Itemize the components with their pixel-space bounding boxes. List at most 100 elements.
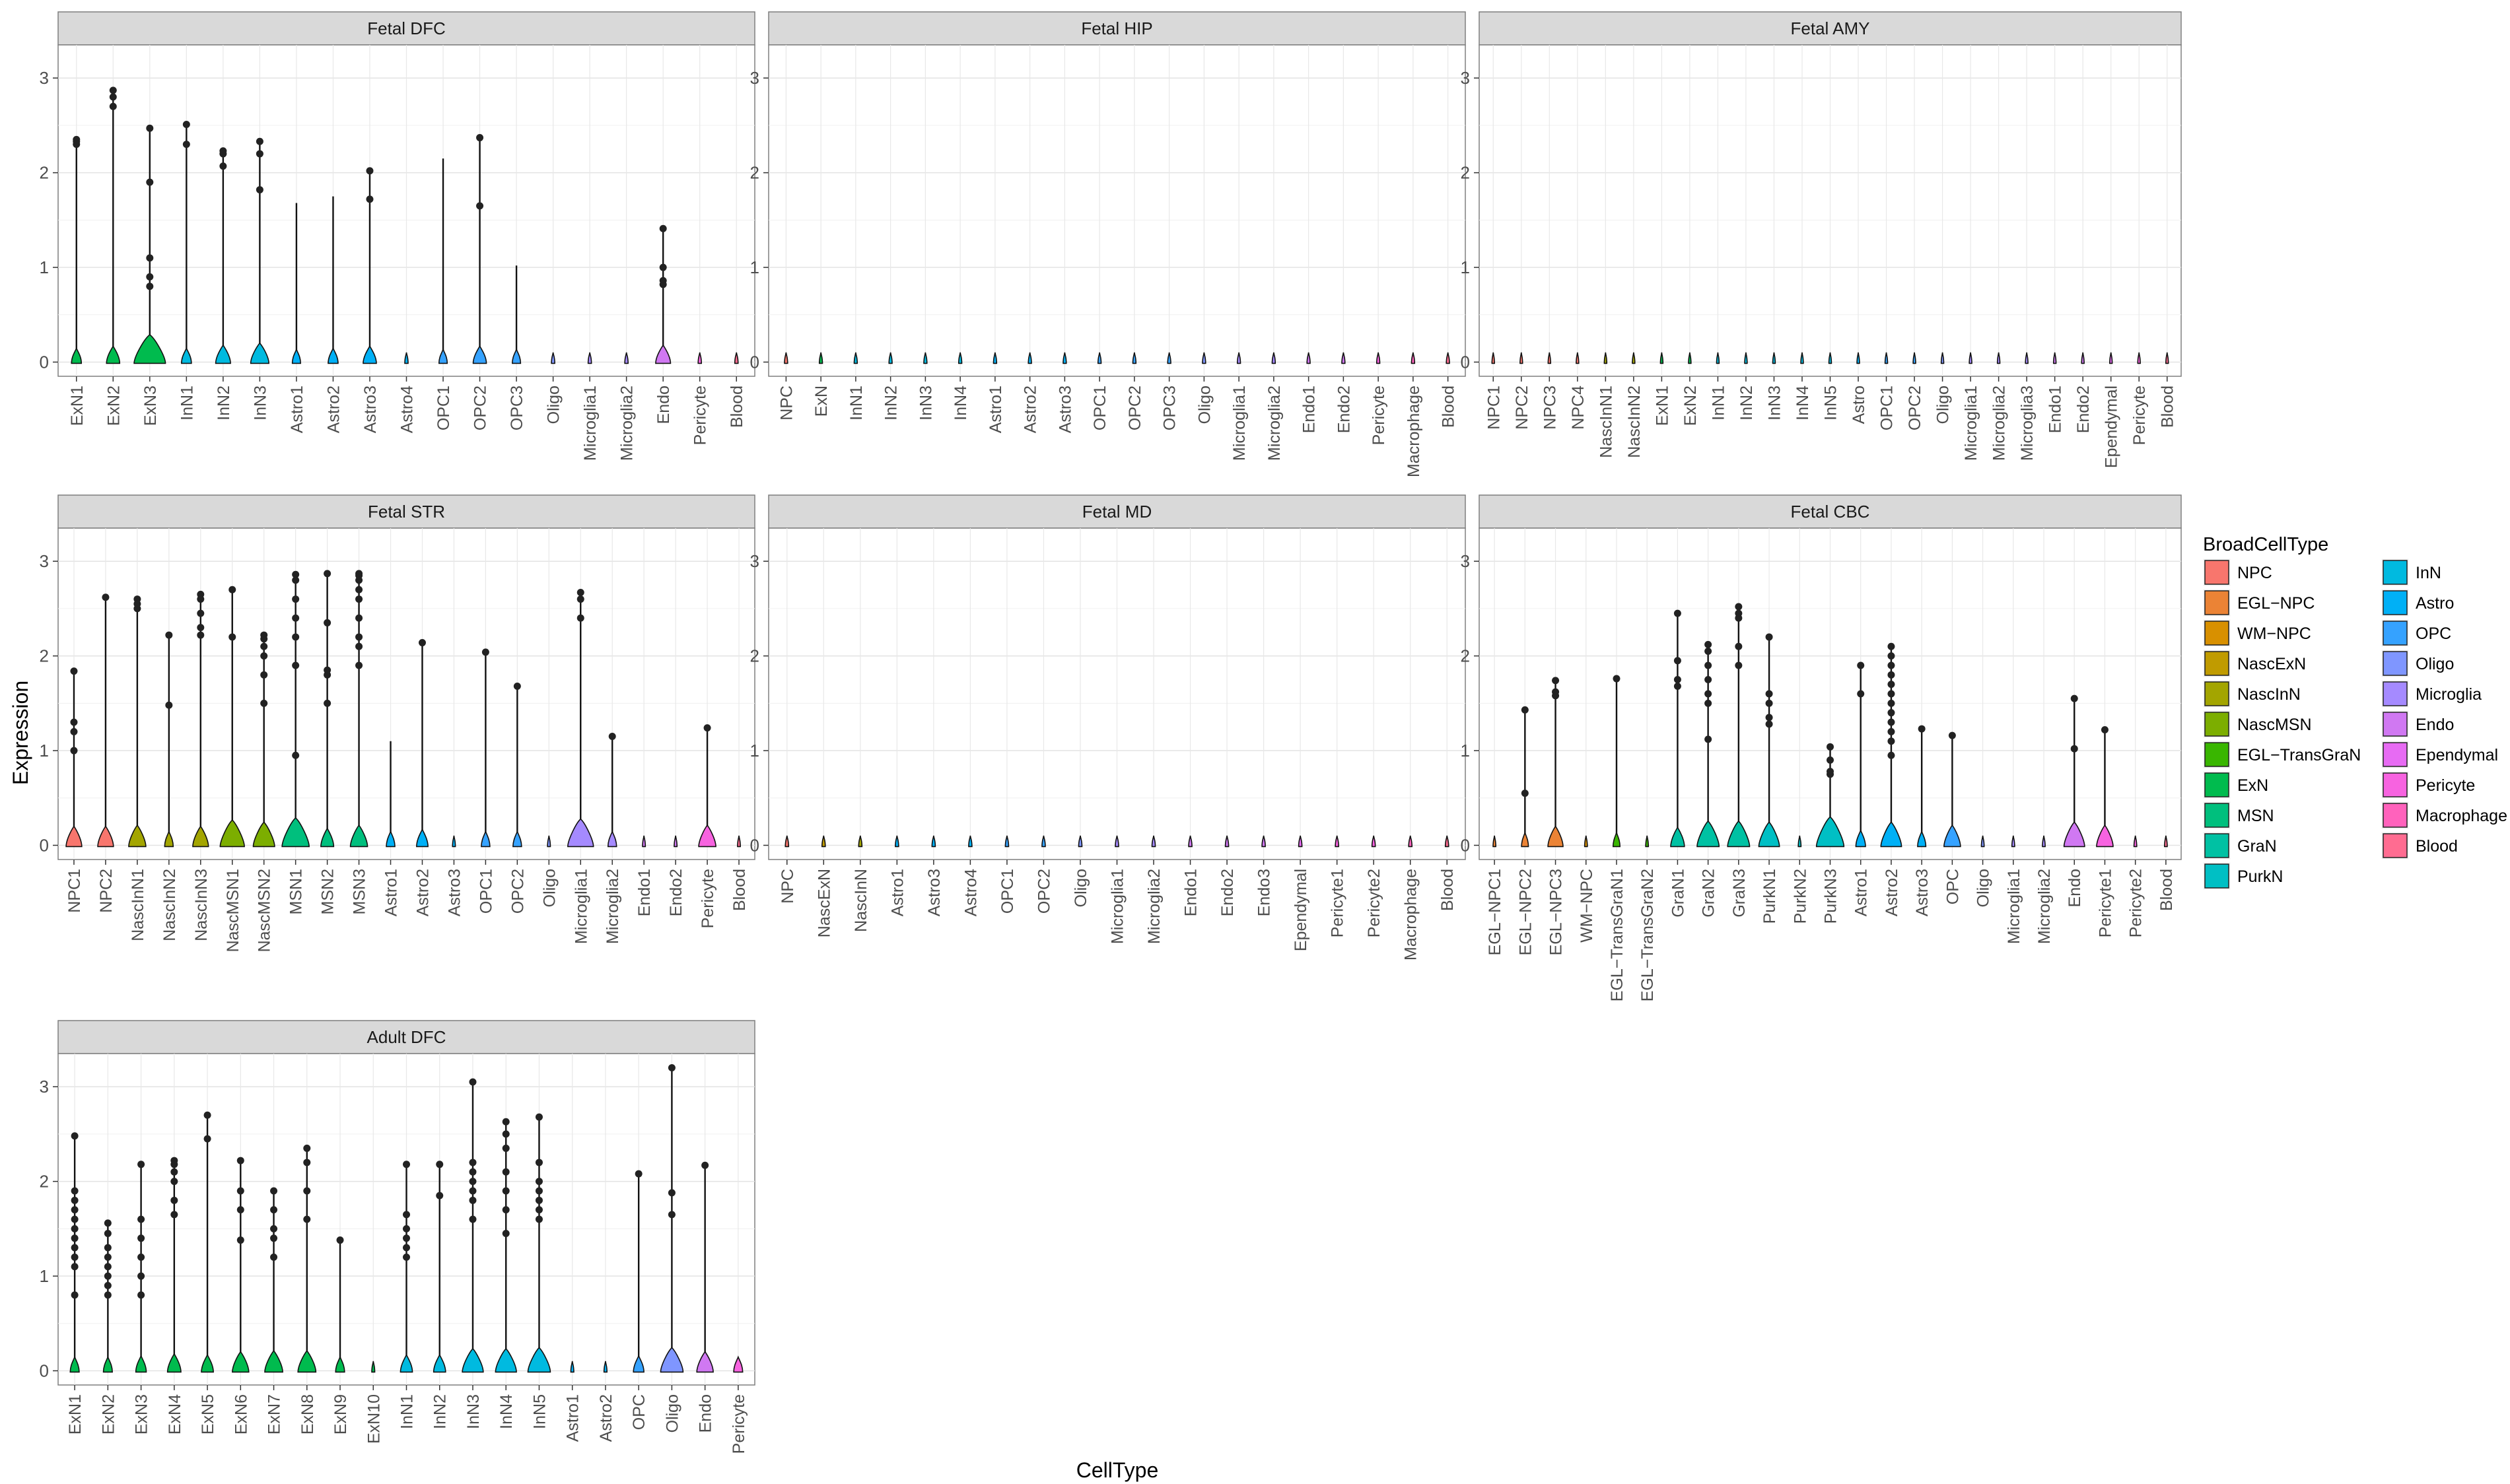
outlier-point	[236, 1157, 244, 1164]
outlier-point	[2101, 726, 2109, 734]
x-tick-label: Microglia2	[1990, 386, 2009, 461]
outlier-point	[104, 1219, 112, 1227]
legend-swatch	[2204, 803, 2229, 828]
violin	[1521, 830, 1529, 848]
legend-swatch	[2383, 681, 2408, 706]
violin	[1800, 352, 1804, 364]
outlier-point	[659, 263, 667, 271]
legend-swatch	[2383, 712, 2408, 737]
outlier-point	[324, 619, 331, 626]
violin	[164, 830, 174, 848]
y-tick-label: 3	[1461, 68, 1470, 88]
violin	[1041, 835, 1046, 848]
outlier-point	[1673, 609, 1681, 617]
violin	[1547, 352, 1552, 364]
outlier-point	[1827, 743, 1834, 751]
violin	[1996, 352, 2001, 364]
legend-label: InN	[2416, 564, 2441, 582]
x-tick-label: Oligo	[663, 1394, 681, 1433]
x-tick-label: MSN3	[351, 869, 369, 914]
violin	[472, 345, 487, 364]
outlier-point	[1735, 603, 1743, 611]
outlier-point	[170, 1178, 178, 1186]
x-tick-label: InN2	[215, 386, 233, 421]
outlier-point	[502, 1206, 510, 1214]
outlier-point	[104, 1244, 112, 1252]
x-tick-label: Astro	[1850, 386, 1868, 424]
x-tick-label: Oligo	[540, 869, 559, 907]
violin	[1632, 352, 1636, 364]
outlier-point	[182, 120, 190, 128]
outlier-point	[1673, 675, 1681, 683]
outlier-point	[366, 195, 374, 203]
x-tick-label: Microglia2	[1265, 386, 1284, 461]
violin	[1969, 352, 1972, 364]
outlier-point	[659, 281, 667, 288]
violin	[349, 824, 368, 848]
outlier-point	[668, 1211, 676, 1219]
outlier-point	[324, 699, 331, 707]
y-tick-label: 2	[1461, 163, 1470, 183]
violin	[993, 352, 998, 364]
violin	[655, 344, 672, 364]
violin	[291, 347, 301, 364]
x-tick-label: ExN1	[68, 386, 87, 426]
legend-label: Blood	[2416, 837, 2458, 856]
outlier-point	[71, 1196, 79, 1204]
outlier-point	[228, 586, 236, 593]
x-tick-label: Astro2	[1022, 386, 1040, 433]
facet-panel: Fetal STR 0 1 2 3 NPC1 NPC2 NascInN1 NascInN2 Nas…	[40, 494, 755, 952]
violin	[1940, 352, 1945, 364]
x-tick-label: PurkN1	[1760, 869, 1779, 924]
violin	[416, 828, 429, 848]
facet-panel: Fetal CBC 0 1 2 3 EGL−NPC1 EGL−NPC2 EGL−NPC3 WM−…	[1461, 494, 2182, 1001]
violin	[462, 1347, 484, 1373]
violin	[1236, 352, 1241, 364]
violin	[281, 817, 310, 848]
outlier-point	[260, 671, 268, 679]
x-tick-label: Blood	[1440, 386, 1458, 428]
outlier-point	[1918, 725, 1926, 733]
legend-swatch	[2383, 772, 2408, 797]
x-tick-label: InN1	[847, 386, 866, 421]
violin	[1688, 352, 1692, 364]
x-tick-label: Astro3	[361, 386, 380, 433]
legend-label: ExN	[2237, 776, 2268, 795]
violin	[97, 825, 114, 848]
x-tick-label: InN1	[398, 1394, 417, 1429]
legend-label: Endo	[2416, 716, 2454, 734]
violin	[495, 1347, 517, 1373]
violin	[135, 1355, 147, 1373]
x-tick-label: InN1	[178, 386, 196, 421]
outlier-point	[1673, 683, 1681, 691]
x-tick-label: OPC	[1943, 869, 1962, 904]
x-tick-label: Endo1	[1182, 869, 1201, 916]
outlier-point	[104, 1291, 112, 1299]
x-tick-label: Astro1	[382, 869, 401, 916]
outlier-point	[71, 1225, 79, 1232]
legend-swatch	[2204, 863, 2229, 889]
facet-panel: Fetal DFC 0 1 2 3 ExN1 ExN2 ExN3 InN1 InN2 InN3 Ast…	[40, 11, 755, 461]
x-tick-label: Astro3	[445, 869, 464, 916]
y-tick-label: 1	[1461, 257, 1470, 277]
facet-panel: Fetal HIP 0 1 2 3 NPC ExN InN1 InN2 InN3 InN4 Astro…	[750, 11, 1466, 477]
x-tick-label: Microglia1	[1109, 869, 1127, 944]
y-tick-label: 2	[750, 646, 759, 666]
outlier-point	[292, 576, 300, 584]
x-tick-label: Microglia2	[604, 869, 622, 944]
legend-title: BroadCellType	[2203, 534, 2328, 555]
x-tick-label: Microglia1	[581, 386, 600, 461]
outlier-point	[270, 1253, 278, 1261]
violin	[106, 345, 121, 364]
outlier-point	[146, 178, 154, 186]
outlier-point	[70, 667, 78, 675]
violin	[1492, 835, 1496, 848]
y-tick-label: 0	[40, 352, 49, 372]
violin	[102, 1355, 113, 1373]
x-tick-label: InN4	[1794, 386, 1812, 421]
outlier-point	[197, 631, 205, 639]
outlier-point	[203, 1111, 211, 1119]
legend-swatch	[2204, 621, 2229, 646]
y-tick-label: 1	[750, 257, 759, 277]
violin	[215, 344, 231, 364]
